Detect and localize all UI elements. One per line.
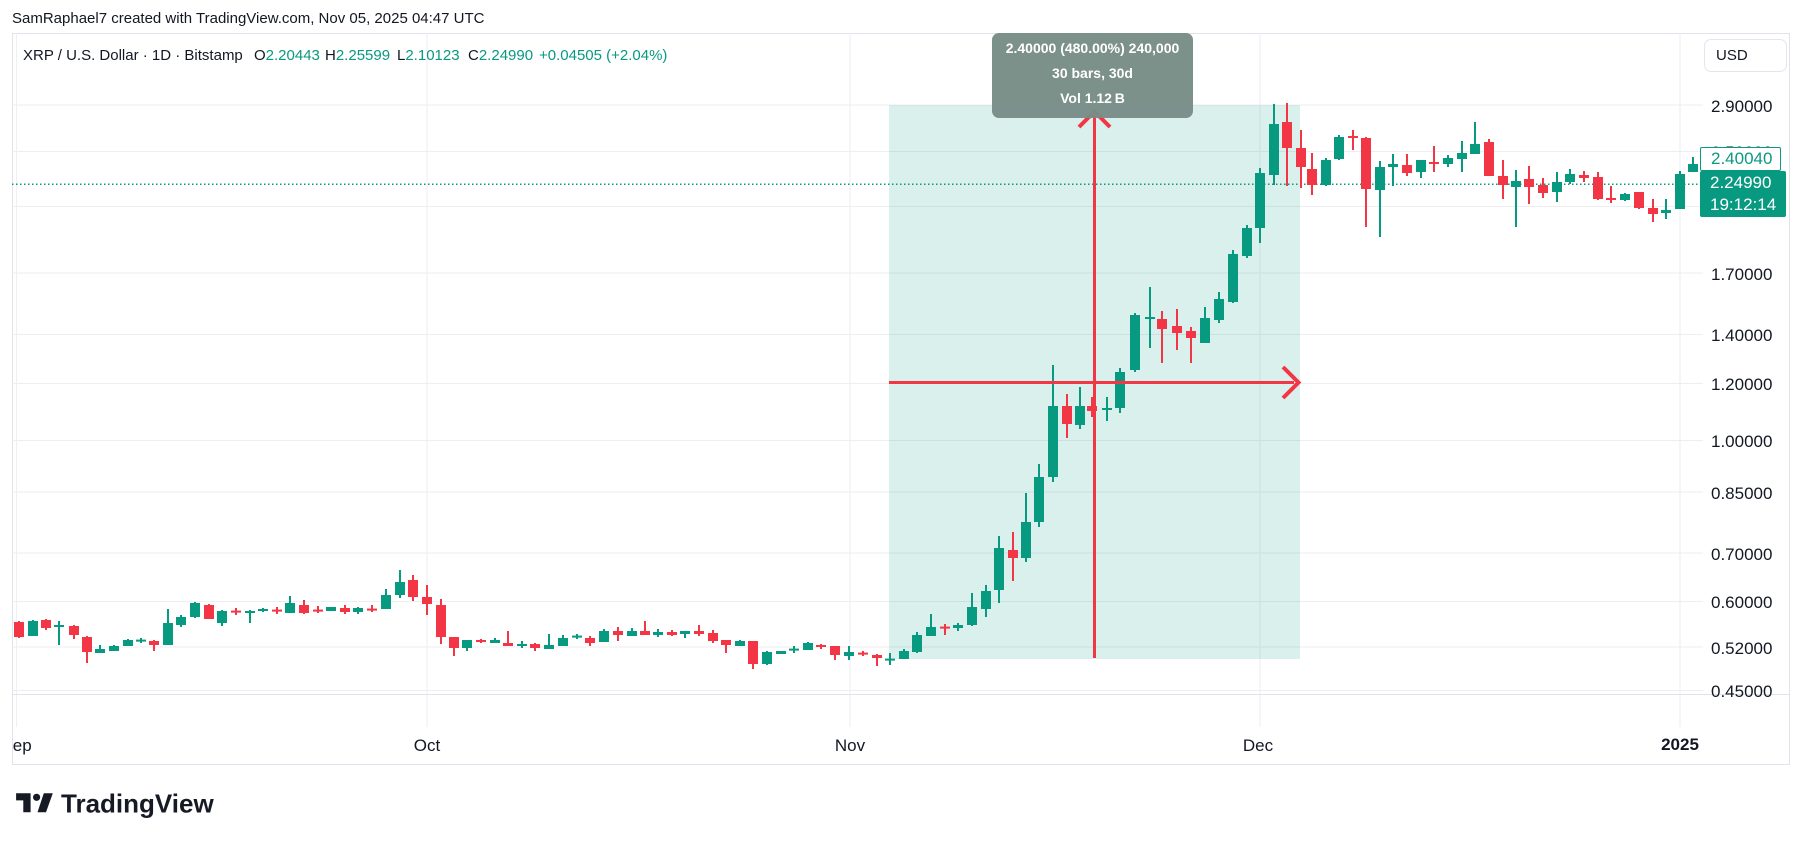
svg-text:TradingView: TradingView bbox=[61, 788, 214, 818]
